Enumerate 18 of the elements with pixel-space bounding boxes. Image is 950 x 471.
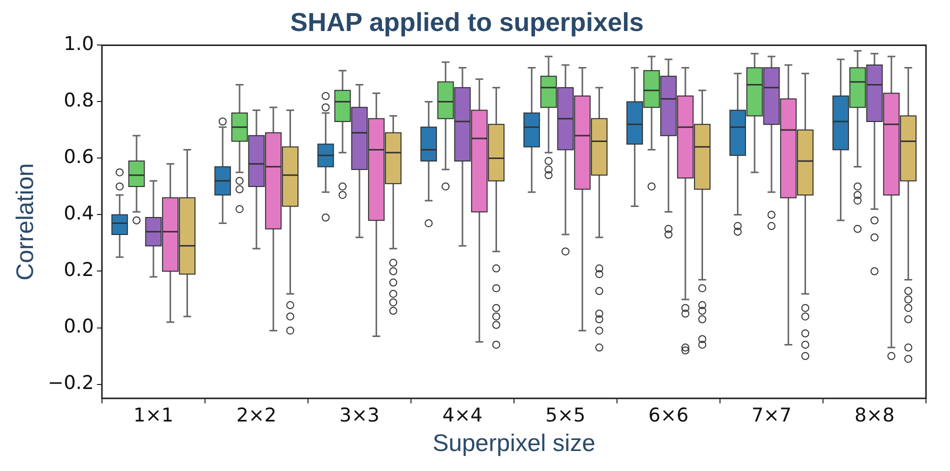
y-tick-label: 0.2 bbox=[64, 259, 94, 282]
x-tick-label: 5×5 bbox=[545, 404, 586, 427]
x-tick-label: 3×3 bbox=[339, 404, 380, 427]
x-tick-label: 8×8 bbox=[854, 404, 895, 427]
y-tick-label: 1.0 bbox=[64, 33, 94, 56]
y-tick-label: 0.8 bbox=[64, 90, 94, 112]
chart-title: SHAP applied to superpixels bbox=[290, 6, 644, 37]
y-tick-label: 0.4 bbox=[64, 202, 94, 225]
x-tick-label: 1×1 bbox=[133, 404, 174, 427]
y-tick-label: −0.2 bbox=[48, 372, 94, 394]
x-tick-label: 2×2 bbox=[236, 404, 277, 427]
y-tick-label: 0.6 bbox=[64, 146, 94, 168]
x-tick-label: 4×4 bbox=[442, 404, 483, 427]
x-axis-title: Superpixel size bbox=[432, 430, 596, 458]
x-tick-label: 7×7 bbox=[751, 404, 792, 427]
y-tick-label: 0.0 bbox=[64, 316, 94, 338]
x-tick-label: 6×6 bbox=[648, 404, 689, 427]
y-axis-title: Correlation bbox=[12, 163, 40, 280]
